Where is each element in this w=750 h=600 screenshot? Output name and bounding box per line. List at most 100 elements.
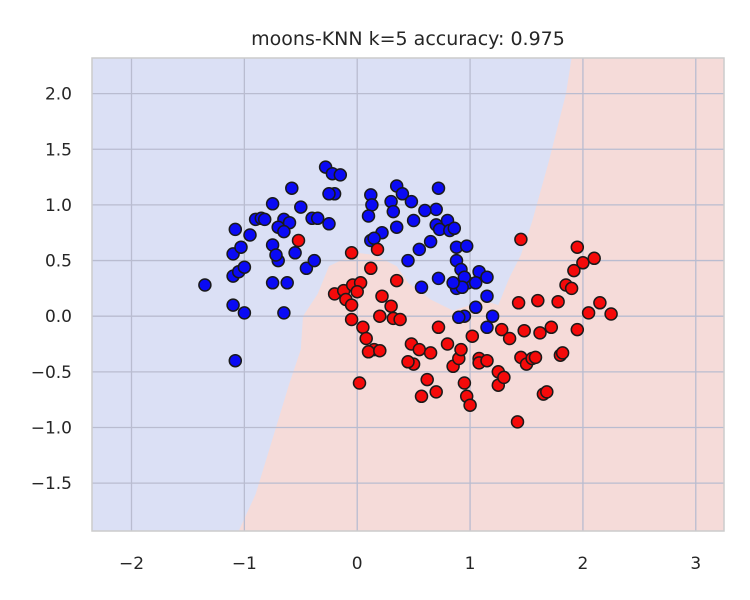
class1-point: [555, 346, 570, 360]
class1-point: [375, 289, 389, 303]
y-tick-label: −1.5: [31, 474, 72, 494]
class1-point: [593, 296, 607, 310]
class1-point: [567, 263, 581, 278]
plot-frame: [91, 57, 725, 532]
class0-point: [322, 187, 336, 201]
class1-point: [431, 320, 446, 335]
class1-point: [389, 273, 404, 288]
class0-point: [412, 242, 427, 257]
class0-point: [243, 228, 257, 242]
x-axis-ticks: −2 −1 0 1 2 3: [119, 554, 701, 574]
class0-point: [447, 221, 462, 236]
class1-point: [454, 342, 468, 357]
class1-point: [423, 346, 438, 360]
y-tick-label: 2.0: [45, 85, 72, 105]
class0-point: [386, 204, 401, 219]
class1-point: [533, 326, 547, 340]
class0-point: [418, 203, 432, 218]
class0-point: [310, 211, 325, 226]
class1-point: [570, 240, 585, 254]
class1-point: [412, 342, 427, 357]
class1-point: [352, 376, 367, 390]
class1-point: [604, 307, 618, 321]
class0-point: [485, 309, 500, 323]
x-tick-label: 1: [465, 554, 476, 574]
class0-point: [367, 231, 381, 246]
class1-point: [373, 309, 387, 323]
class1-point: [350, 284, 364, 299]
class1-point: [528, 350, 543, 365]
class0-point: [365, 198, 379, 212]
class1-point: [576, 256, 590, 270]
class1-point: [344, 246, 359, 260]
x-tick-label: −1: [232, 554, 257, 574]
class0-point: [288, 246, 302, 260]
class1-point: [540, 385, 554, 399]
class0-point: [307, 253, 322, 268]
class1-point: [364, 261, 378, 276]
class0-point: [269, 248, 283, 262]
class0-point: [431, 181, 446, 195]
class0-point: [429, 202, 443, 217]
class1-point: [465, 329, 480, 343]
class1-point: [457, 376, 472, 390]
class1-point: [502, 331, 517, 346]
y-tick-label: 0.0: [45, 307, 72, 327]
class1-point: [420, 372, 434, 387]
class1-point: [494, 322, 509, 337]
class0-point: [468, 300, 483, 315]
class0-point: [423, 234, 438, 249]
class1-point: [570, 322, 585, 337]
x-tick-label: 0: [352, 554, 363, 574]
x-tick-label: 3: [690, 554, 701, 574]
class0-point: [480, 270, 494, 284]
class1-point: [581, 306, 596, 320]
class1-point: [393, 312, 407, 327]
y-tick-label: −1.0: [31, 418, 72, 438]
class1-point: [510, 415, 525, 429]
class1-point: [480, 353, 494, 368]
class0-point: [468, 276, 483, 290]
class1-point: [414, 389, 429, 404]
class1-point: [517, 323, 531, 338]
class0-point: [285, 181, 299, 195]
class1-point: [344, 312, 359, 327]
class0-point: [277, 306, 291, 320]
class0-point: [322, 217, 336, 231]
class1-point: [551, 294, 565, 309]
class1-point: [429, 385, 443, 399]
class1-point: [401, 355, 415, 369]
class0-point: [226, 298, 240, 312]
class1-point: [344, 298, 359, 312]
class0-point: [361, 209, 376, 223]
class1-point: [370, 242, 385, 257]
y-tick-label: −0.5: [31, 363, 72, 383]
class1-point: [291, 233, 306, 248]
class0-point: [395, 187, 410, 201]
y-tick-label: 1.0: [45, 196, 72, 216]
class1-point: [514, 232, 528, 247]
x-tick-label: −2: [119, 554, 144, 574]
class0-point: [404, 194, 419, 209]
class0-point: [237, 306, 252, 320]
class0-point: [257, 212, 272, 227]
class0-point: [198, 278, 212, 292]
data-points: [198, 160, 618, 429]
class0-point: [401, 253, 415, 268]
class1-point: [587, 251, 601, 266]
class0-point: [277, 224, 291, 239]
class1-point: [440, 337, 455, 351]
class0-point: [480, 289, 494, 303]
class0-point: [237, 260, 252, 274]
class1-point: [359, 331, 373, 346]
class0-point: [446, 276, 460, 290]
y-tick-label: 0.5: [45, 252, 72, 272]
class0-point: [265, 197, 280, 211]
class0-point: [280, 276, 294, 290]
class1-point: [384, 299, 398, 313]
class0-point: [452, 310, 466, 325]
class1-point: [531, 293, 545, 308]
class1-point: [564, 281, 579, 296]
class1-point: [511, 296, 526, 310]
